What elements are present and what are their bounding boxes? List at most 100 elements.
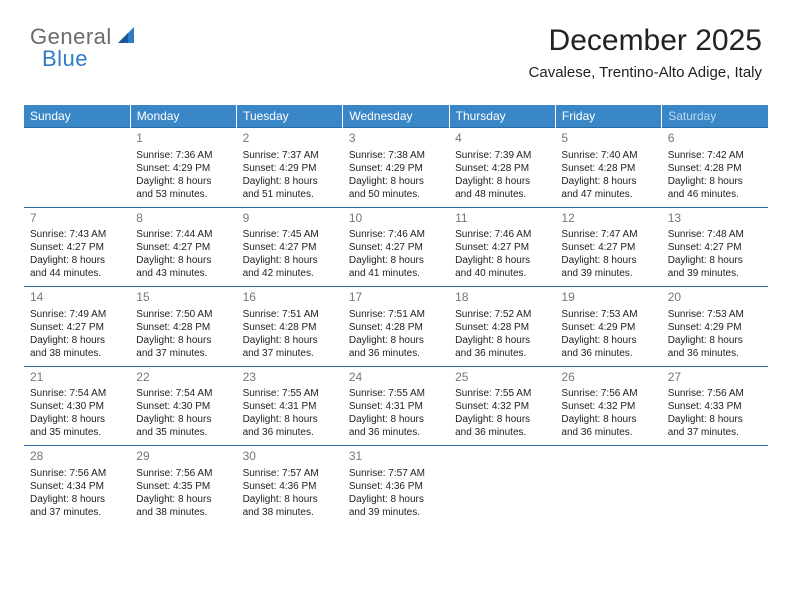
day-daylight2: and 36 minutes. (561, 426, 655, 439)
calendar: Sunday Monday Tuesday Wednesday Thursday… (24, 105, 768, 525)
calendar-day-cell: 19Sunrise: 7:53 AMSunset: 4:29 PMDayligh… (555, 287, 661, 367)
day-number: 13 (668, 211, 762, 227)
day-sunset: Sunset: 4:34 PM (30, 480, 124, 493)
day-daylight2: and 40 minutes. (455, 267, 549, 280)
day-daylight1: Daylight: 8 hours (455, 175, 549, 188)
calendar-day-cell: 1Sunrise: 7:36 AMSunset: 4:29 PMDaylight… (130, 128, 236, 208)
calendar-day-cell: 25Sunrise: 7:55 AMSunset: 4:32 PMDayligh… (449, 366, 555, 446)
day-daylight2: and 36 minutes. (349, 347, 443, 360)
day-daylight1: Daylight: 8 hours (349, 175, 443, 188)
day-number: 24 (349, 370, 443, 386)
day-sunrise: Sunrise: 7:46 AM (455, 228, 549, 241)
day-daylight2: and 36 minutes. (349, 426, 443, 439)
day-number: 23 (243, 370, 337, 386)
logo-text-blue: Blue (42, 46, 88, 72)
day-sunset: Sunset: 4:28 PM (561, 162, 655, 175)
calendar-day-cell: 23Sunrise: 7:55 AMSunset: 4:31 PMDayligh… (237, 366, 343, 446)
calendar-day-cell: 4Sunrise: 7:39 AMSunset: 4:28 PMDaylight… (449, 128, 555, 208)
day-sunrise: Sunrise: 7:47 AM (561, 228, 655, 241)
day-daylight1: Daylight: 8 hours (668, 413, 762, 426)
day-sunrise: Sunrise: 7:43 AM (30, 228, 124, 241)
calendar-day-cell: 29Sunrise: 7:56 AMSunset: 4:35 PMDayligh… (130, 446, 236, 525)
day-daylight1: Daylight: 8 hours (30, 334, 124, 347)
day-sunset: Sunset: 4:29 PM (668, 321, 762, 334)
day-number: 3 (349, 131, 443, 147)
day-sunrise: Sunrise: 7:57 AM (243, 467, 337, 480)
calendar-day-cell: 16Sunrise: 7:51 AMSunset: 4:28 PMDayligh… (237, 287, 343, 367)
day-daylight2: and 43 minutes. (136, 267, 230, 280)
day-number: 25 (455, 370, 549, 386)
day-number: 11 (455, 211, 549, 227)
day-sunset: Sunset: 4:28 PM (668, 162, 762, 175)
day-daylight2: and 37 minutes. (668, 426, 762, 439)
day-sunset: Sunset: 4:29 PM (349, 162, 443, 175)
day-daylight1: Daylight: 8 hours (243, 254, 337, 267)
day-sunrise: Sunrise: 7:54 AM (30, 387, 124, 400)
day-sunrise: Sunrise: 7:46 AM (349, 228, 443, 241)
logo: General Blue (30, 24, 136, 50)
day-sunrise: Sunrise: 7:56 AM (30, 467, 124, 480)
day-daylight1: Daylight: 8 hours (136, 334, 230, 347)
day-daylight2: and 38 minutes. (136, 506, 230, 519)
day-sunrise: Sunrise: 7:38 AM (349, 149, 443, 162)
calendar-week-row: 7Sunrise: 7:43 AMSunset: 4:27 PMDaylight… (24, 207, 768, 287)
calendar-body: 1Sunrise: 7:36 AMSunset: 4:29 PMDaylight… (24, 128, 768, 525)
weekday-header: Wednesday (343, 105, 449, 128)
day-sunrise: Sunrise: 7:55 AM (455, 387, 549, 400)
weekday-header: Thursday (449, 105, 555, 128)
calendar-day-cell: 20Sunrise: 7:53 AMSunset: 4:29 PMDayligh… (662, 287, 768, 367)
day-daylight1: Daylight: 8 hours (136, 413, 230, 426)
day-daylight2: and 35 minutes. (30, 426, 124, 439)
day-daylight2: and 37 minutes. (30, 506, 124, 519)
day-daylight1: Daylight: 8 hours (349, 413, 443, 426)
calendar-day-cell: 9Sunrise: 7:45 AMSunset: 4:27 PMDaylight… (237, 207, 343, 287)
day-daylight1: Daylight: 8 hours (243, 334, 337, 347)
day-daylight1: Daylight: 8 hours (455, 413, 549, 426)
day-number: 15 (136, 290, 230, 306)
day-number: 5 (561, 131, 655, 147)
day-number: 8 (136, 211, 230, 227)
calendar-day-cell: 15Sunrise: 7:50 AMSunset: 4:28 PMDayligh… (130, 287, 236, 367)
weekday-header: Friday (555, 105, 661, 128)
day-sunrise: Sunrise: 7:50 AM (136, 308, 230, 321)
calendar-day-cell: 8Sunrise: 7:44 AMSunset: 4:27 PMDaylight… (130, 207, 236, 287)
calendar-day-cell: 31Sunrise: 7:57 AMSunset: 4:36 PMDayligh… (343, 446, 449, 525)
logo-sail-icon (116, 25, 136, 50)
day-daylight2: and 36 minutes. (561, 347, 655, 360)
day-sunset: Sunset: 4:32 PM (455, 400, 549, 413)
day-sunset: Sunset: 4:28 PM (455, 162, 549, 175)
day-number: 6 (668, 131, 762, 147)
day-sunset: Sunset: 4:28 PM (243, 321, 337, 334)
day-daylight2: and 44 minutes. (30, 267, 124, 280)
calendar-day-cell: 12Sunrise: 7:47 AMSunset: 4:27 PMDayligh… (555, 207, 661, 287)
calendar-day-cell: 3 Sunrise: 7:38 AMSunset: 4:29 PMDaylight… (343, 128, 449, 208)
calendar-day-cell: 18Sunrise: 7:52 AMSunset: 4:28 PMDayligh… (449, 287, 555, 367)
day-number: 17 (349, 290, 443, 306)
calendar-week-row: 14Sunrise: 7:49 AMSunset: 4:27 PMDayligh… (24, 287, 768, 367)
day-daylight1: Daylight: 8 hours (349, 493, 443, 506)
day-sunrise: Sunrise: 7:45 AM (243, 228, 337, 241)
day-sunrise: Sunrise: 7:56 AM (136, 467, 230, 480)
day-daylight1: Daylight: 8 hours (243, 493, 337, 506)
day-daylight2: and 38 minutes. (30, 347, 124, 360)
day-sunset: Sunset: 4:35 PM (136, 480, 230, 493)
day-sunrise: Sunrise: 7:54 AM (136, 387, 230, 400)
day-sunset: Sunset: 4:28 PM (349, 321, 443, 334)
day-daylight1: Daylight: 8 hours (136, 254, 230, 267)
calendar-table: Sunday Monday Tuesday Wednesday Thursday… (24, 105, 768, 525)
day-sunset: Sunset: 4:29 PM (561, 321, 655, 334)
day-daylight2: and 53 minutes. (136, 188, 230, 201)
weekday-header-row: Sunday Monday Tuesday Wednesday Thursday… (24, 105, 768, 128)
header-block: December 2025 Cavalese, Trentino-Alto Ad… (529, 24, 762, 81)
weekday-header: Sunday (24, 105, 130, 128)
calendar-day-cell: 2Sunrise: 7:37 AMSunset: 4:29 PMDaylight… (237, 128, 343, 208)
calendar-day-cell: 26Sunrise: 7:56 AMSunset: 4:32 PMDayligh… (555, 366, 661, 446)
day-sunset: Sunset: 4:27 PM (668, 241, 762, 254)
day-daylight1: Daylight: 8 hours (455, 334, 549, 347)
day-daylight1: Daylight: 8 hours (30, 254, 124, 267)
day-sunrise: Sunrise: 7:53 AM (668, 308, 762, 321)
calendar-week-row: 28Sunrise: 7:56 AMSunset: 4:34 PMDayligh… (24, 446, 768, 525)
day-number: 21 (30, 370, 124, 386)
day-number: 29 (136, 449, 230, 465)
day-number: 4 (455, 131, 549, 147)
